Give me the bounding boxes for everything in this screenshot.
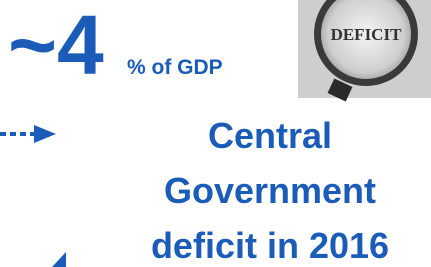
magnifier-image: DEFICIT bbox=[298, 0, 431, 101]
caption-line: deficit in 2016 bbox=[151, 225, 389, 266]
arrow bbox=[0, 125, 56, 143]
triangle-decoration bbox=[52, 252, 66, 267]
image-label: DEFICIT bbox=[331, 25, 403, 44]
headline-unit: % of GDP bbox=[127, 56, 223, 79]
page: ~4 % of GDP DEFICIT Central Government d… bbox=[0, 0, 431, 267]
infographic: ~4 % of GDP DEFICIT Central Government d… bbox=[0, 0, 431, 267]
headline-value: ~4 bbox=[8, 0, 104, 92]
caption-line: Government bbox=[164, 170, 376, 211]
caption-line: Central bbox=[208, 115, 332, 156]
